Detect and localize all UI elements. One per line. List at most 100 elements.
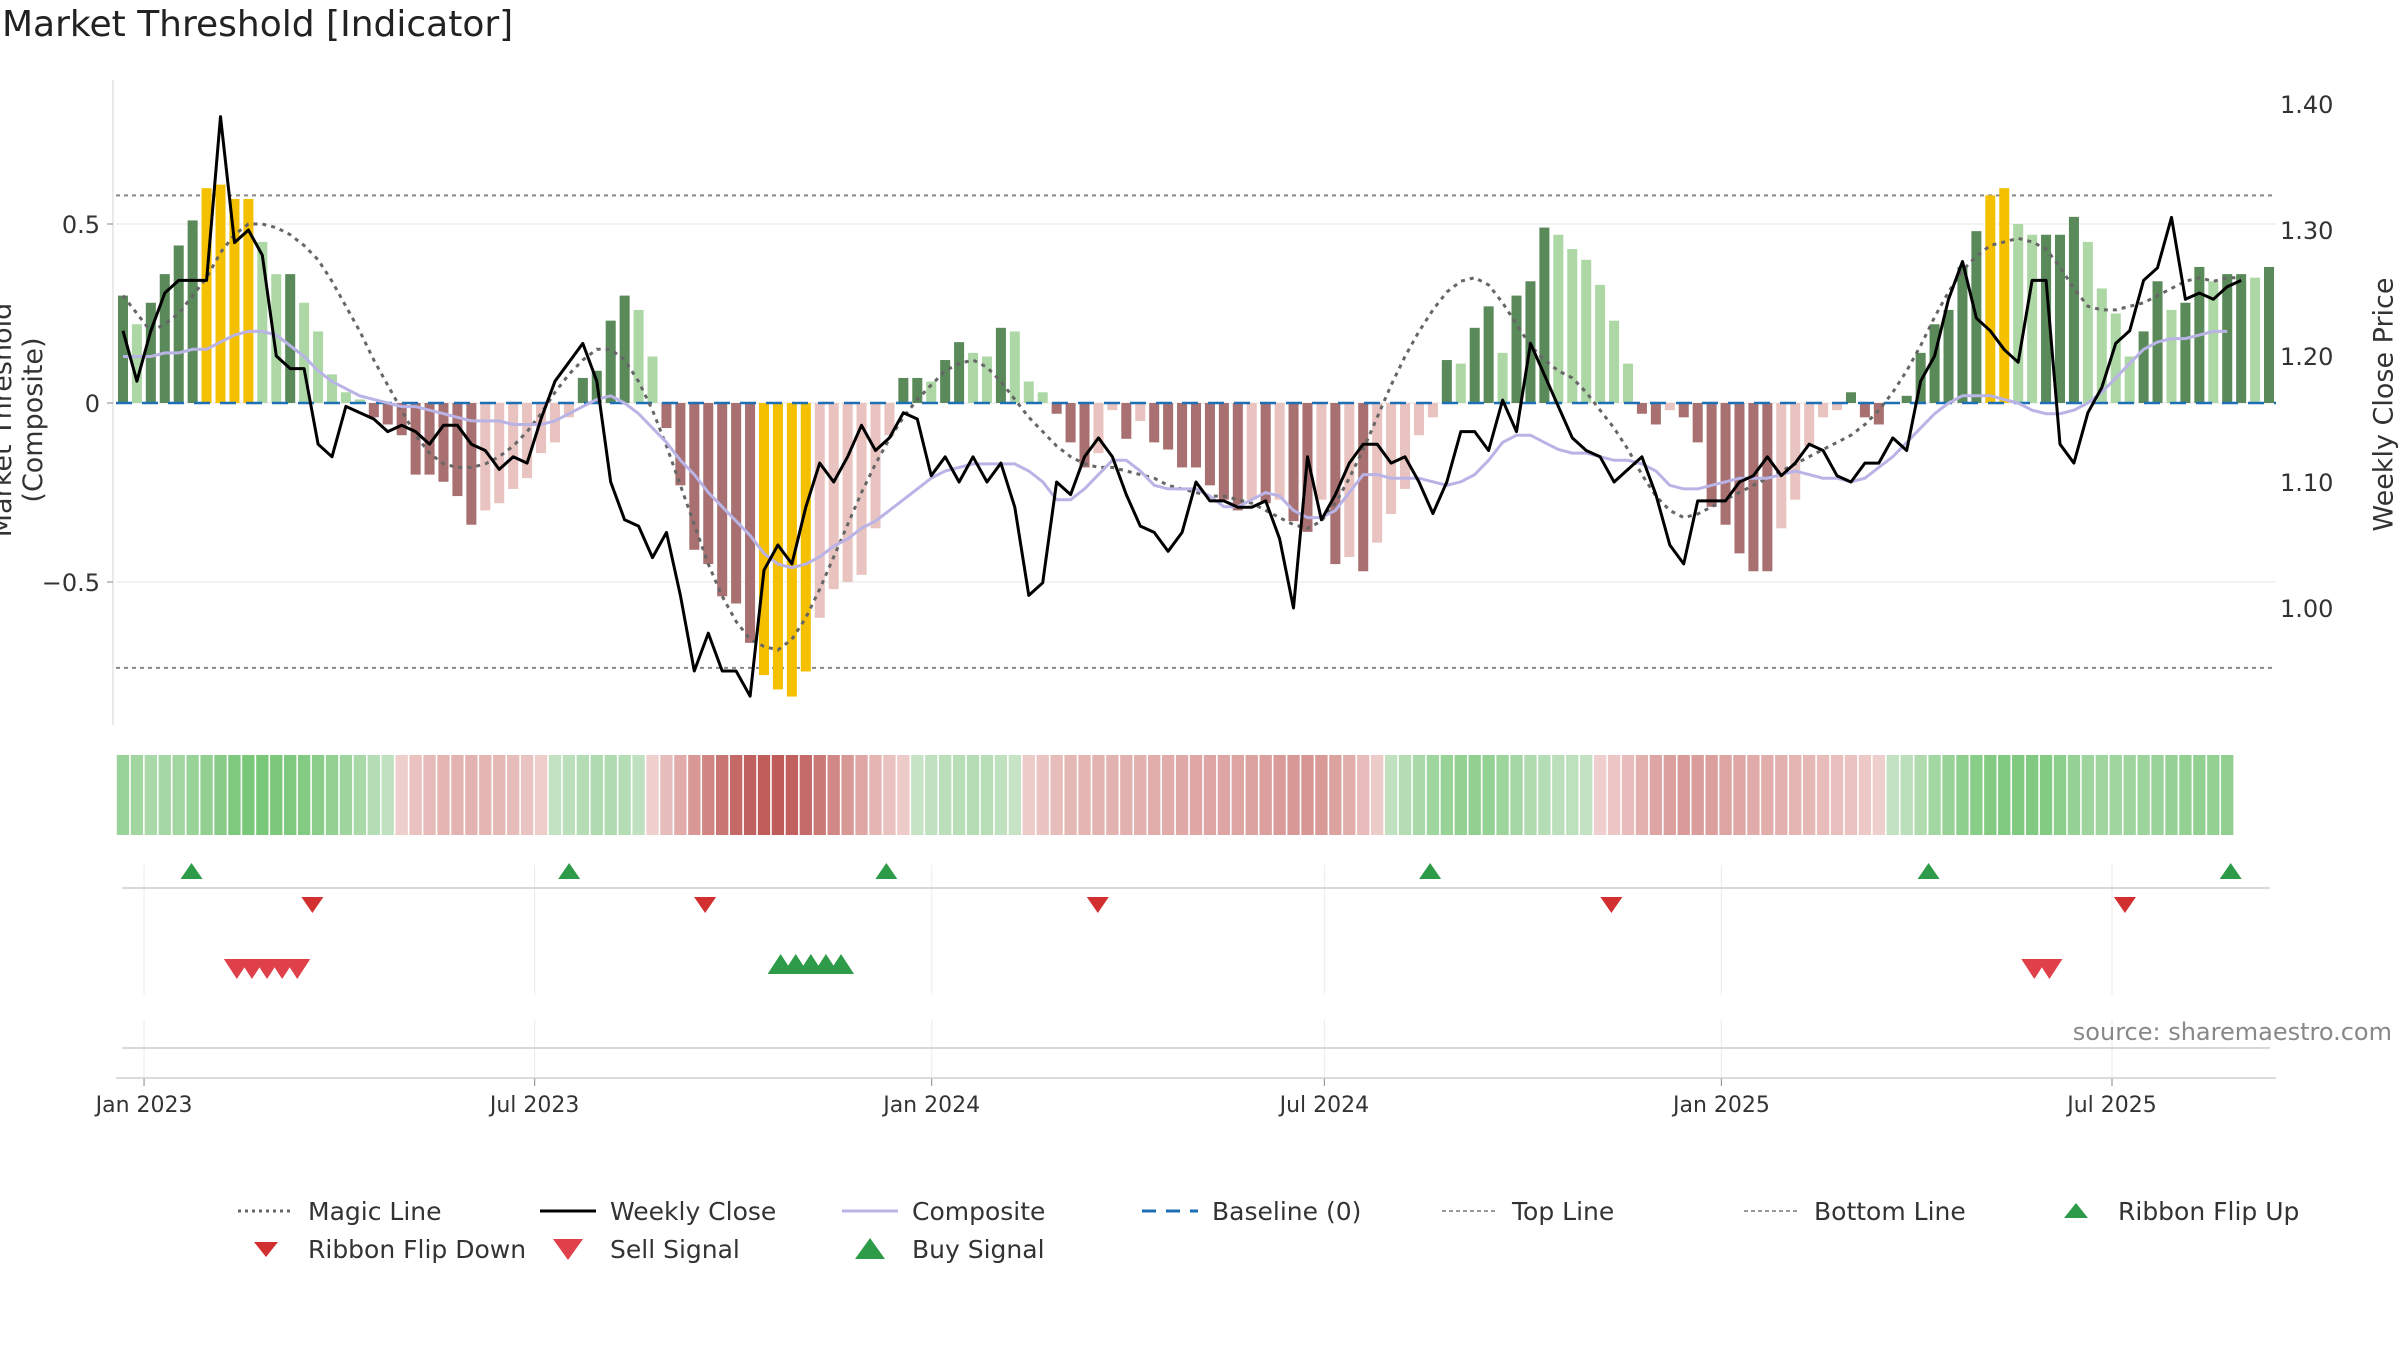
legend-label: Bottom Line [1814,1196,1966,1226]
ribbon-cell [2081,755,2095,835]
ribbon-cell [506,755,520,835]
ribbon-cell [562,755,576,835]
ribbon-cell [395,755,408,835]
ribbon-cell [1036,755,1049,835]
right-tick-label: 1.40 [2280,91,2333,119]
threshold-bar [452,403,463,497]
threshold-bar [2013,224,2024,403]
threshold-bar [1943,309,1954,403]
legend-item-sell-signal: Sell Signal [538,1234,740,1264]
ribbon-cell [1440,755,1454,835]
ribbon-cell [228,755,241,835]
ribbon-flip-down-marker [2113,897,2136,913]
ribbon-cell [1398,755,1412,835]
ribbon-cell [1092,755,1105,835]
threshold-bar [382,403,393,425]
threshold-bar [131,324,142,403]
ribbon-cell [409,755,422,835]
ribbon-cell [200,755,213,835]
ribbon-cell [1259,755,1272,835]
x-tick-label: Jul 2023 [488,1093,580,1118]
ribbon-cell [883,755,896,835]
ribbon-cell [1984,755,1997,835]
legend-item-bottom-line: Bottom Line [1742,1196,1966,1226]
ribbon-cell [618,755,631,835]
threshold-bar [1957,266,1968,403]
ribbon-cell [520,755,534,835]
ribbon-cell [688,755,701,835]
threshold-bar [354,399,365,403]
threshold-bar [1372,403,1383,543]
threshold-bar [1427,403,1438,418]
threshold-bar [731,403,742,604]
x-tick-label: Jul 2025 [2065,1093,2157,1118]
ribbon-cell [367,755,380,835]
ribbon-cell [994,755,1008,835]
ribbon-cell [952,755,966,835]
legend-symbol [236,1196,296,1226]
threshold-bar [1051,403,1062,414]
threshold-bar [954,342,965,403]
threshold-bar [1288,403,1299,522]
ribbon-cell [1593,755,1607,835]
ribbon-cell [813,755,826,835]
threshold-bar [1190,403,1202,468]
threshold-bar [1497,352,1508,403]
threshold-bar [257,241,268,403]
ribbon-flip-up-icon [2046,1196,2106,1226]
x-tick-label: Jan 2024 [881,1093,980,1118]
threshold-bar [368,403,379,418]
ribbon-cell [757,755,771,835]
legend-label: Top Line [1512,1196,1615,1226]
threshold-bar [2138,331,2149,403]
ribbon-cell [604,755,617,835]
ribbon-cell [1384,755,1398,835]
legend-symbol [840,1196,900,1226]
threshold-bar [243,198,254,403]
left-tick-label: 0 [85,390,100,418]
threshold-bar [1873,403,1884,425]
threshold-bar [856,403,867,575]
threshold-bar [1818,403,1829,418]
threshold-bar [1093,403,1104,454]
ribbon-cell [1886,755,1899,835]
ribbon-cell [1426,755,1440,835]
source-credit: source: sharemaestro.com [2072,1018,2392,1046]
ribbon-cell [1217,755,1231,835]
right-axis-label: Weekly Close Price [2368,277,2400,532]
ribbon-cell [743,755,757,835]
threshold-bar [522,403,533,479]
threshold-bar [1804,403,1815,446]
ribbon-cell [1677,755,1690,835]
ribbon-cell [1928,755,1941,835]
left-axis-label: Market Threshold (Composite) [0,302,49,538]
threshold-bar [313,331,324,403]
threshold-bar [1581,259,1592,403]
ribbon-cell [1691,755,1704,835]
ribbon-cell [1412,755,1426,835]
left-tick-label: 0.5 [62,211,100,239]
ribbon-cell [1858,755,1872,835]
ribbon-cell [1775,755,1788,835]
threshold-bar [271,274,282,403]
ribbon-flip-up-marker [875,863,898,879]
ribbon-cell [911,755,924,835]
ribbon-cell [214,755,227,835]
threshold-bar [619,295,630,403]
threshold-bar [1149,403,1160,443]
threshold-bar [1107,403,1118,411]
legend-label: Weekly Close [610,1196,777,1226]
threshold-bar [1539,227,1550,403]
ribbon-cell [1956,755,1969,835]
legend-label: Buy Signal [912,1234,1045,1264]
threshold-bar [1706,403,1717,507]
threshold-bar [1720,403,1731,525]
threshold-bar [926,381,937,403]
threshold-bar [2041,234,2052,403]
x-tick-label: Jan 2023 [94,1093,193,1118]
threshold-bar [786,403,797,697]
ribbon-cell [1872,755,1886,835]
threshold-bar [1678,403,1689,418]
chart-title: Market Threshold [Indicator] [2,4,514,45]
threshold-bar [703,403,714,565]
